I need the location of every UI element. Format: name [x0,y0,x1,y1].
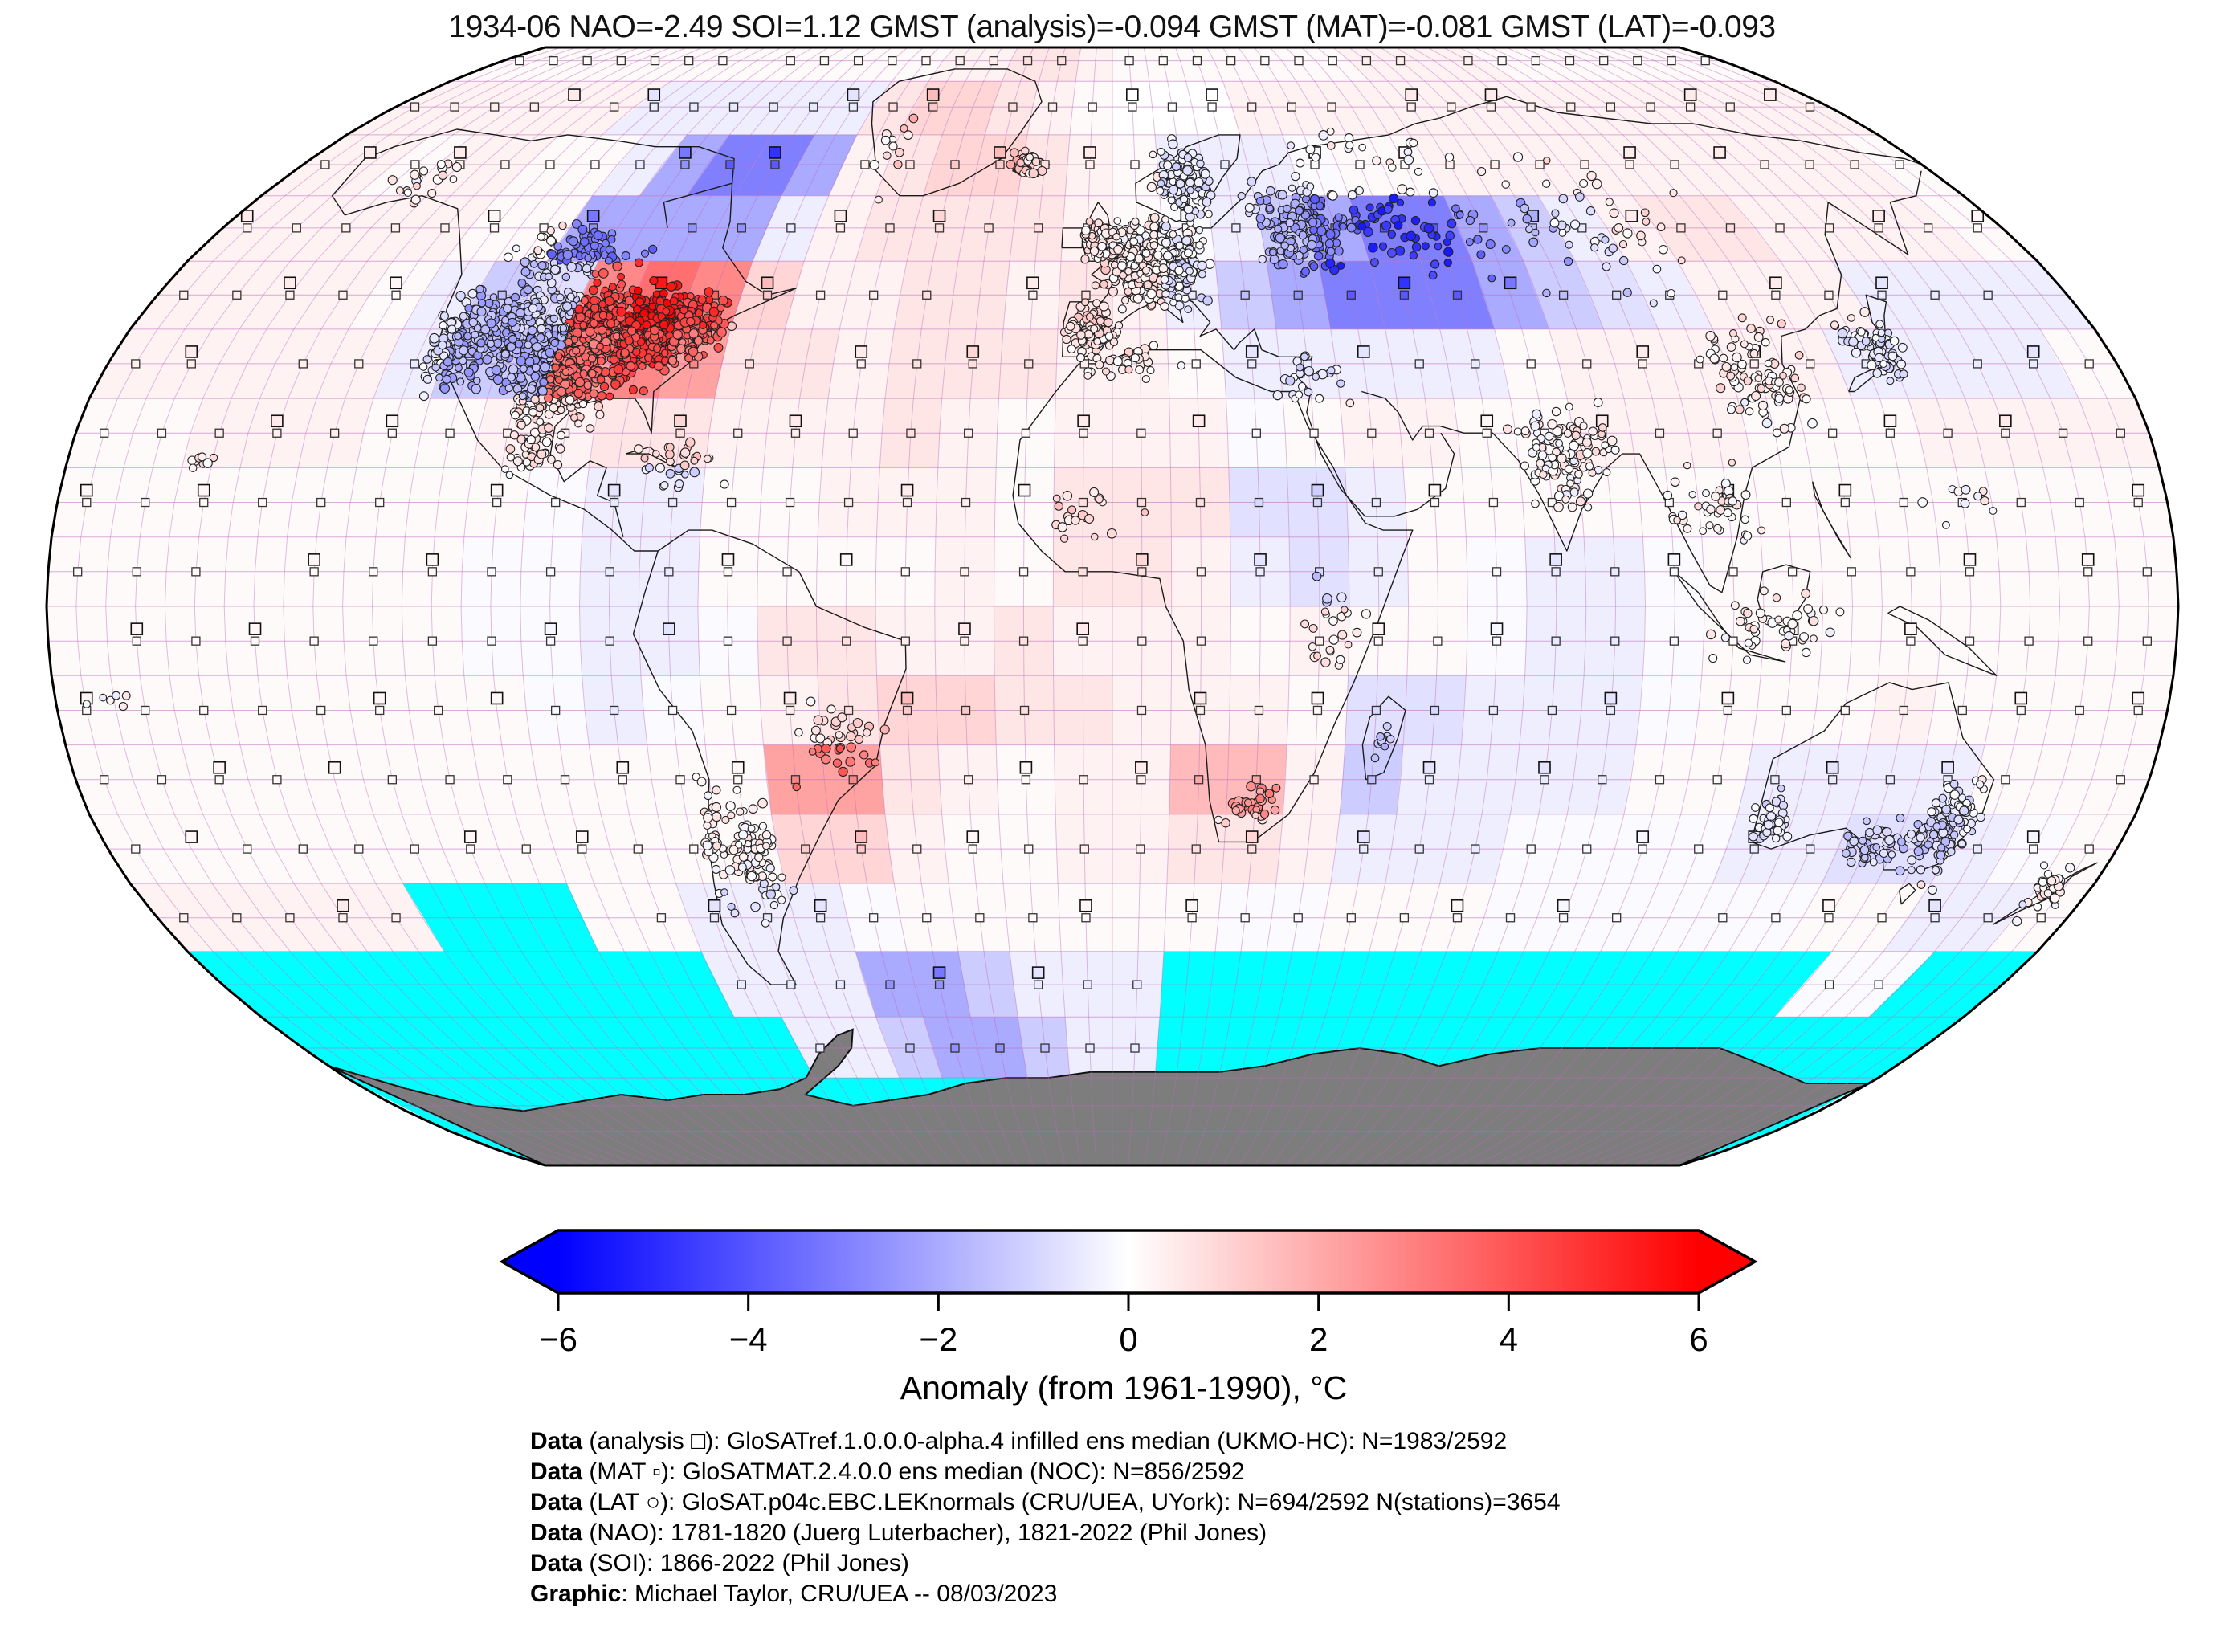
colorbar-axis-label: Anomaly (from 1961-1990), °C [900,1369,1347,1406]
svg-text:6: 6 [1689,1320,1708,1358]
caption-line: Data (analysis □): GloSATref.1.0.0.0-alp… [530,1428,1508,1454]
svg-text:−2: −2 [919,1320,957,1358]
caption-line: Data (MAT ▫): GloSATMAT.2.4.0.0 ens medi… [530,1458,1245,1485]
svg-text:2: 2 [1309,1320,1328,1358]
figure-title: 1934-06 NAO=-2.49 SOI=1.12 GMST (analysi… [448,10,1776,44]
caption-line: Graphic: Michael Taylor, CRU/UEA -- 08/0… [530,1581,1058,1607]
svg-text:0: 0 [1119,1320,1137,1358]
caption: Data (analysis □): GloSATref.1.0.0.0-alp… [530,1426,1561,1609]
caption-line: Data (SOI): 1866-2022 (Phil Jones) [530,1550,909,1577]
svg-text:−4: −4 [729,1320,768,1358]
caption-line: Data (NAO): 1781-1820 (Juerg Luterbacher… [530,1519,1267,1546]
colorbar: −6 −4 −2 0 2 4 6 [499,1229,1758,1358]
svg-text:−6: −6 [539,1320,577,1358]
map-boundary [45,46,2180,1167]
svg-text:4: 4 [1500,1320,1518,1358]
station-circle-markers [82,113,2075,928]
caption-line: Data (LAT ○): GloSAT.p04c.EBC.LEKnormals… [530,1489,1561,1515]
